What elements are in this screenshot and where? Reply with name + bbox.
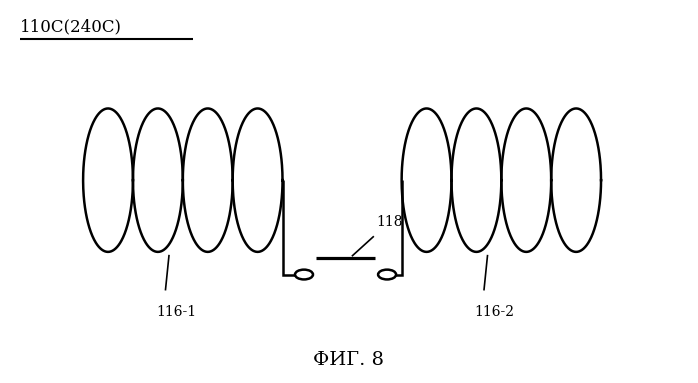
Text: 116-1: 116-1 [156, 305, 196, 319]
Text: 110C(240C): 110C(240C) [20, 18, 122, 35]
Text: ФИГ. 8: ФИГ. 8 [313, 351, 385, 369]
Circle shape [295, 270, 313, 280]
Circle shape [378, 270, 396, 280]
Text: 116-2: 116-2 [475, 305, 514, 319]
Text: 118: 118 [377, 215, 403, 229]
